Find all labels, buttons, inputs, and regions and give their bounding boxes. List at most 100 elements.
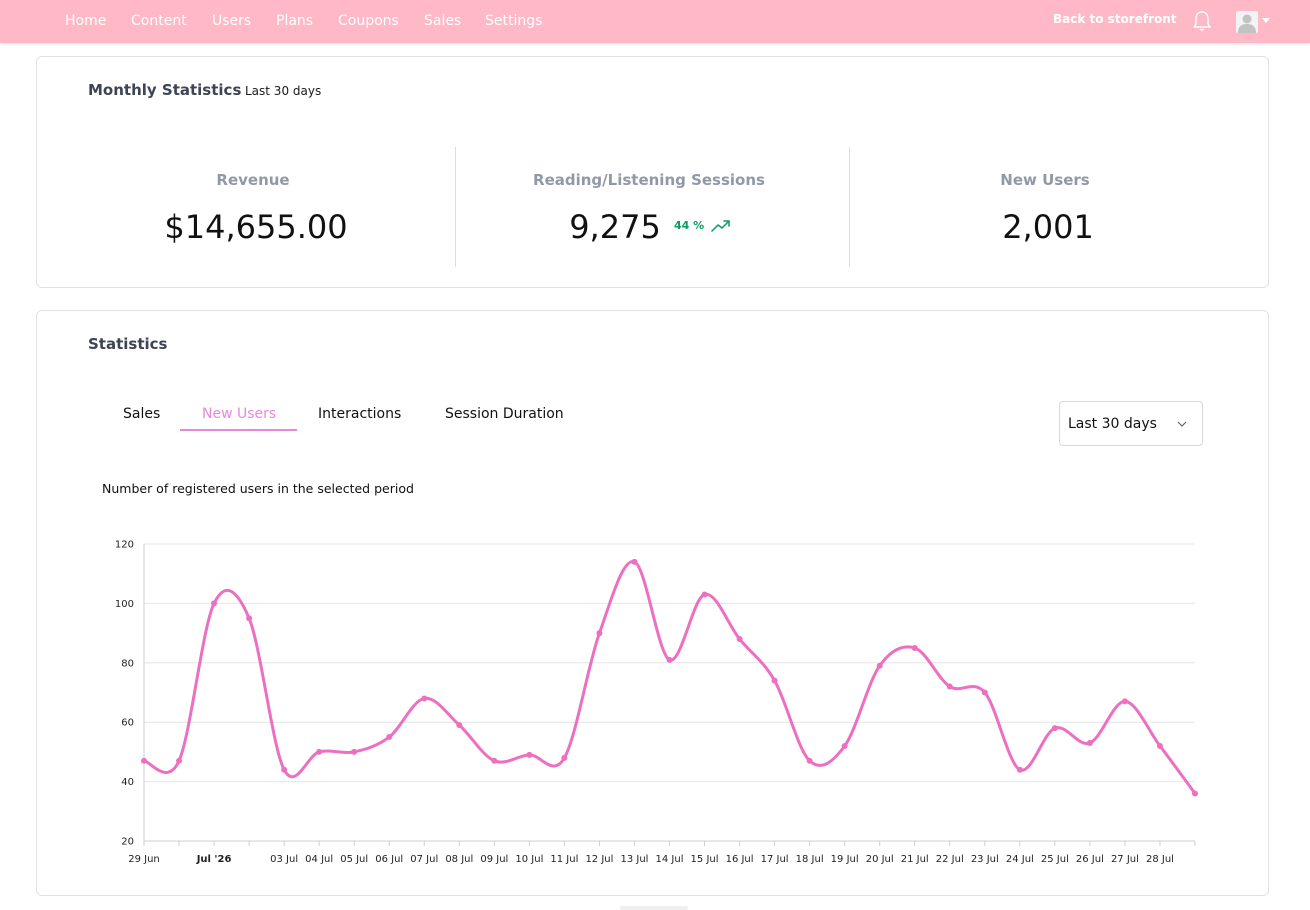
- chart-caption: Number of registered users in the select…: [102, 481, 414, 496]
- revenue-label: Revenue: [216, 171, 290, 189]
- data-point: [1156, 742, 1163, 749]
- tab-sales[interactable]: Sales: [123, 406, 161, 422]
- x-tick-label: 18 Jul: [796, 854, 824, 865]
- scroll-indicator: [620, 906, 688, 910]
- nav-coupons-link[interactable]: Coupons: [338, 13, 399, 29]
- x-tick-label: 09 Jul: [480, 854, 508, 865]
- data-point: [666, 656, 673, 663]
- back-to-storefront-link[interactable]: Back to storefront: [1053, 12, 1177, 26]
- data-point: [806, 757, 813, 764]
- period-select[interactable]: Last 30 days: [1059, 401, 1203, 446]
- data-point: [316, 748, 323, 755]
- monthly-statistics-card: [36, 56, 1269, 288]
- data-point: [421, 695, 428, 702]
- period-select-value: Last 30 days: [1068, 416, 1157, 432]
- x-tick-label: 14 Jul: [656, 854, 684, 865]
- new-users-line-chart: 29 Jun Jul '26 03 Jul 04 Jul 05 Jul 06 Jul 07 …: [115, 540, 1198, 865]
- top-nav-bar: Home Content Users Plans Coupons Sales S…: [0, 0, 1310, 43]
- data-point: [876, 662, 883, 669]
- data-point: [176, 757, 183, 764]
- nav-home-link[interactable]: Home: [65, 13, 107, 29]
- data-point: [491, 757, 498, 764]
- data-point: [561, 754, 568, 761]
- y-tick-label: 120: [115, 540, 134, 551]
- sessions-value: 9,275: [569, 208, 661, 246]
- data-point: [631, 558, 638, 565]
- nav-sales-link[interactable]: Sales: [424, 13, 462, 29]
- tab-interactions[interactable]: Interactions: [318, 406, 402, 422]
- data-point: [351, 748, 358, 755]
- data-point: [911, 644, 918, 651]
- x-tick-label: Jul '26: [196, 854, 232, 865]
- x-tick-label: 08 Jul: [445, 854, 473, 865]
- x-tick-label: 24 Jul: [1006, 854, 1034, 865]
- monthly-statistics-period: Last 30 days: [245, 84, 322, 98]
- data-point: [771, 677, 778, 684]
- data-point: [211, 600, 218, 607]
- data-point: [246, 615, 253, 622]
- x-tick-label: 06 Jul: [375, 854, 403, 865]
- data-point: [1121, 698, 1128, 705]
- nav-settings-link[interactable]: Settings: [485, 13, 543, 29]
- chevron-down-icon: [1177, 421, 1187, 427]
- data-point: [456, 722, 463, 729]
- y-tick-label: 20: [121, 837, 134, 848]
- y-tick-label: 80: [121, 658, 134, 669]
- nav-plans-link[interactable]: Plans: [276, 13, 314, 29]
- active-tab-indicator: [180, 429, 297, 431]
- x-tick-label: 29 Jun: [128, 854, 160, 865]
- revenue-value: $14,655.00: [164, 208, 348, 246]
- series-line: [142, 560, 1197, 795]
- data-point: [1086, 739, 1093, 746]
- y-tick-label: 40: [121, 777, 134, 788]
- stat-divider: [849, 147, 850, 267]
- data-point: [841, 742, 848, 749]
- tab-session-duration[interactable]: Session Duration: [445, 406, 564, 422]
- bell-icon[interactable]: [1192, 10, 1212, 32]
- y-tick-label: 100: [115, 599, 134, 610]
- x-tick-label: 25 Jul: [1041, 854, 1069, 865]
- data-point: [141, 757, 147, 764]
- nav-content-link[interactable]: Content: [131, 13, 187, 29]
- nav-users-link[interactable]: Users: [212, 13, 252, 29]
- x-tick-label: 17 Jul: [761, 854, 789, 865]
- data-point: [596, 630, 603, 637]
- x-tick-label: 13 Jul: [620, 854, 648, 865]
- data-point: [1016, 766, 1023, 773]
- data-point: [281, 766, 288, 773]
- x-tick-label: 07 Jul: [410, 854, 438, 865]
- new-users-label: New Users: [1000, 171, 1090, 189]
- x-tick-label: 28 Jul: [1146, 854, 1174, 865]
- x-tick-label: 27 Jul: [1111, 854, 1139, 865]
- x-tick-label: 16 Jul: [726, 854, 754, 865]
- data-point: [1192, 790, 1198, 797]
- data-point: [1051, 725, 1058, 732]
- user-avatar-icon[interactable]: [1236, 11, 1258, 33]
- x-tick-label: 23 Jul: [971, 854, 999, 865]
- x-tick-label: 15 Jul: [691, 854, 719, 865]
- monthly-statistics-title: Monthly Statistics: [88, 81, 242, 99]
- data-point: [701, 591, 708, 598]
- x-tick-label: 04 Jul: [305, 854, 333, 865]
- sessions-trend-percent: 44 %: [674, 219, 705, 232]
- data-point: [526, 751, 533, 758]
- x-tick-label: 05 Jul: [340, 854, 368, 865]
- tab-new-users[interactable]: New Users: [202, 406, 277, 422]
- x-tick-label: 10 Jul: [515, 854, 543, 865]
- data-point: [386, 734, 393, 741]
- account-menu-caret-icon[interactable]: [1262, 18, 1270, 23]
- x-tick-label: 21 Jul: [901, 854, 929, 865]
- y-tick-label: 60: [121, 718, 134, 729]
- data-point: [736, 636, 743, 643]
- stat-divider: [455, 147, 456, 267]
- data-point: [981, 689, 988, 696]
- new-users-value: 2,001: [1002, 208, 1094, 246]
- trending-up-icon: [711, 220, 730, 232]
- x-tick-label: 03 Jul: [270, 854, 298, 865]
- data-point: [946, 683, 953, 690]
- x-tick-label: 11 Jul: [550, 854, 578, 865]
- sessions-label: Reading/Listening Sessions: [533, 171, 765, 189]
- x-tick-label: 12 Jul: [585, 854, 613, 865]
- statistics-title: Statistics: [88, 335, 168, 353]
- x-tick-label: 26 Jul: [1076, 854, 1104, 865]
